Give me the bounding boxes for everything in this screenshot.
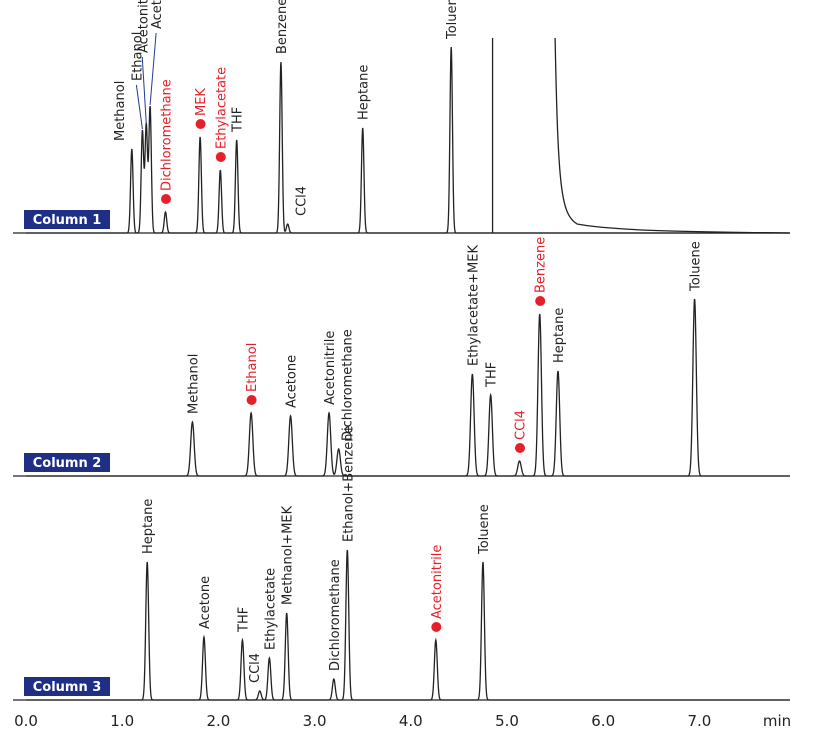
- peak-label-text: Ethylacetate: [263, 568, 278, 650]
- highlight-marker-icon: [215, 152, 226, 162]
- panel-3-tag: [24, 677, 110, 696]
- panel-3-trace: [26, 549, 790, 701]
- panel-2-trace: [26, 298, 790, 477]
- peak-label-text: THF: [237, 607, 252, 633]
- peak-label-acetonitrile: Acetonitrile: [136, 0, 151, 53]
- peak-label-ethylacetate-mek: Ethylacetate+MEK: [466, 245, 481, 366]
- peak-label-benzene: Benzene: [534, 237, 549, 306]
- peak-label-acetonitrile: Acetonitrile: [323, 331, 338, 405]
- peak-label-heptane: Heptane: [552, 308, 567, 363]
- x-axis-unit: min: [763, 712, 791, 730]
- peak-label-text: CCl4: [248, 653, 263, 683]
- x-tick-label: 7.0: [687, 712, 711, 730]
- peak-label-toluene: Toluene: [445, 0, 460, 40]
- solvent-front-tail: [554, 37, 791, 234]
- peak-label-text: Ethanol+Benzene: [341, 426, 356, 542]
- highlight-marker-icon: [161, 194, 171, 204]
- peak-label-methanol-mek: Methanol+MEK: [281, 505, 296, 605]
- peak-label-text: MEK: [194, 88, 209, 116]
- peak-label-text: Methanol+MEK: [281, 505, 296, 605]
- panel-2-tag: [24, 453, 110, 472]
- peak-label-heptane: Heptane: [357, 65, 372, 120]
- highlight-marker-icon: [431, 622, 442, 632]
- peak-label-text: Dichloromethane: [160, 79, 175, 191]
- peak-label-ethanol: Ethanol: [245, 343, 260, 405]
- peak-label-text: Acetonitrile: [136, 0, 151, 53]
- panel-2-tag-text: Column 2: [33, 456, 102, 471]
- x-tick-label: 6.0: [591, 712, 615, 730]
- peak-label-text: Methanol: [113, 81, 128, 141]
- peak-label-toluene: Toluene: [689, 241, 704, 292]
- peak-label-text: Heptane: [552, 308, 567, 363]
- panel-3-tag-text: Column 3: [33, 680, 102, 695]
- peak-label-dichloromethane: Dichloromethane: [341, 329, 356, 441]
- peak-label-mek: MEK: [194, 88, 209, 129]
- peak-label-ethanol: Ethanol: [130, 32, 145, 81]
- peak-label-benzene: Benzene: [275, 0, 290, 54]
- highlight-marker-icon: [515, 443, 525, 453]
- panel-1-trace: [26, 46, 790, 234]
- peak-label-text: Acetonitrile: [323, 331, 338, 405]
- x-tick-label: 2.0: [206, 712, 230, 730]
- peak-label-text: Heptane: [357, 65, 372, 120]
- peak-label-text: Benzene: [275, 0, 290, 54]
- peak-label-text: Toluene: [477, 504, 492, 555]
- peak-label-text: Ethanol: [130, 32, 145, 81]
- panel-1-tag-text: Column 1: [33, 213, 102, 228]
- x-tick-label: 3.0: [303, 712, 327, 730]
- peak-label-text: Heptane: [141, 499, 156, 554]
- peak-label-ccl4: CCl4: [248, 653, 263, 683]
- highlight-marker-icon: [535, 296, 546, 306]
- peak-label-methanol: Methanol: [186, 354, 201, 414]
- highlight-marker-icon: [195, 119, 206, 129]
- peak-label-text: CCl4: [295, 186, 310, 216]
- peak-label-ethylacetate: Ethylacetate: [214, 67, 229, 162]
- x-tick-label: 0.0: [14, 712, 38, 730]
- x-tick-label: 1.0: [110, 712, 134, 730]
- peak-label-text: Acetone: [150, 0, 165, 29]
- peak-label-text: Dichloromethane: [328, 559, 343, 671]
- leader-line: [135, 84, 143, 130]
- peak-label-text: Benzene: [534, 237, 549, 293]
- peak-label-text: CCl4: [514, 410, 529, 440]
- peak-label-ethanol-benzene: Ethanol+Benzene: [341, 426, 356, 542]
- peak-label-acetone: Acetone: [285, 355, 300, 408]
- peak-label-text: Acetone: [285, 355, 300, 408]
- peak-label-text: Ethanol: [245, 343, 260, 392]
- peak-label-text: THF: [231, 107, 246, 133]
- leader-line: [149, 32, 157, 106]
- peak-label-text: Toluene: [689, 241, 704, 292]
- peak-label-text: Toluene: [445, 0, 460, 40]
- peak-label-dichloromethane: Dichloromethane: [160, 79, 175, 204]
- highlight-marker-icon: [246, 395, 257, 405]
- peak-label-acetone: Acetone: [150, 0, 165, 29]
- peak-label-ccl4: CCl4: [514, 410, 529, 453]
- peak-label-thf: THF: [485, 362, 500, 388]
- peak-label-text: Dichloromethane: [341, 329, 356, 441]
- peak-label-text: Ethylacetate+MEK: [466, 245, 481, 366]
- peak-label-text: THF: [485, 362, 500, 388]
- peak-label-acetone: Acetone: [198, 576, 213, 629]
- peak-label-text: Acetone: [198, 576, 213, 629]
- peak-label-methanol: Methanol: [113, 81, 128, 141]
- peak-label-ccl4: CCl4: [295, 186, 310, 216]
- peak-label-dichloromethane: Dichloromethane: [328, 559, 343, 671]
- peak-label-thf: THF: [237, 607, 252, 633]
- peak-label-ethylacetate: Ethylacetate: [263, 568, 278, 650]
- peak-label-heptane: Heptane: [141, 499, 156, 554]
- panel-1-tag: [24, 210, 110, 229]
- peak-label-thf: THF: [231, 107, 246, 133]
- peak-label-acetonitrile: Acetonitrile: [430, 545, 445, 632]
- peak-label-text: Acetonitrile: [430, 545, 445, 619]
- x-tick-label: 4.0: [399, 712, 423, 730]
- peak-label-text: Ethylacetate: [214, 67, 229, 149]
- x-tick-label: 5.0: [495, 712, 519, 730]
- peak-label-toluene: Toluene: [477, 504, 492, 555]
- peak-label-text: Methanol: [186, 354, 201, 414]
- leader-line: [141, 56, 147, 124]
